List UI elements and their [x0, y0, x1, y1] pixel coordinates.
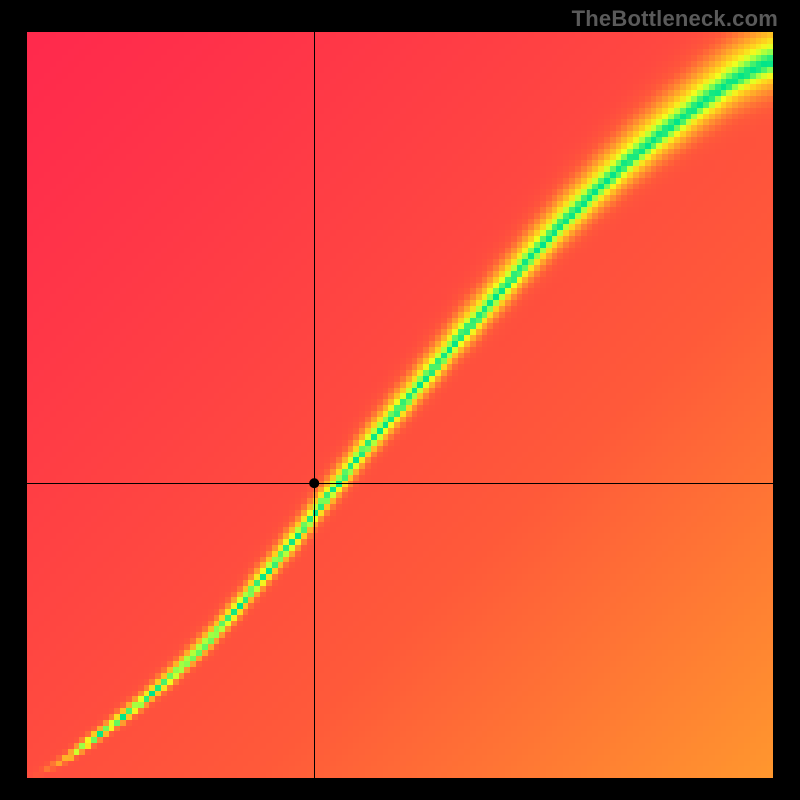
heatmap-canvas: [0, 0, 800, 800]
chart-container: TheBottleneck.com: [0, 0, 800, 800]
watermark-text: TheBottleneck.com: [572, 6, 778, 32]
